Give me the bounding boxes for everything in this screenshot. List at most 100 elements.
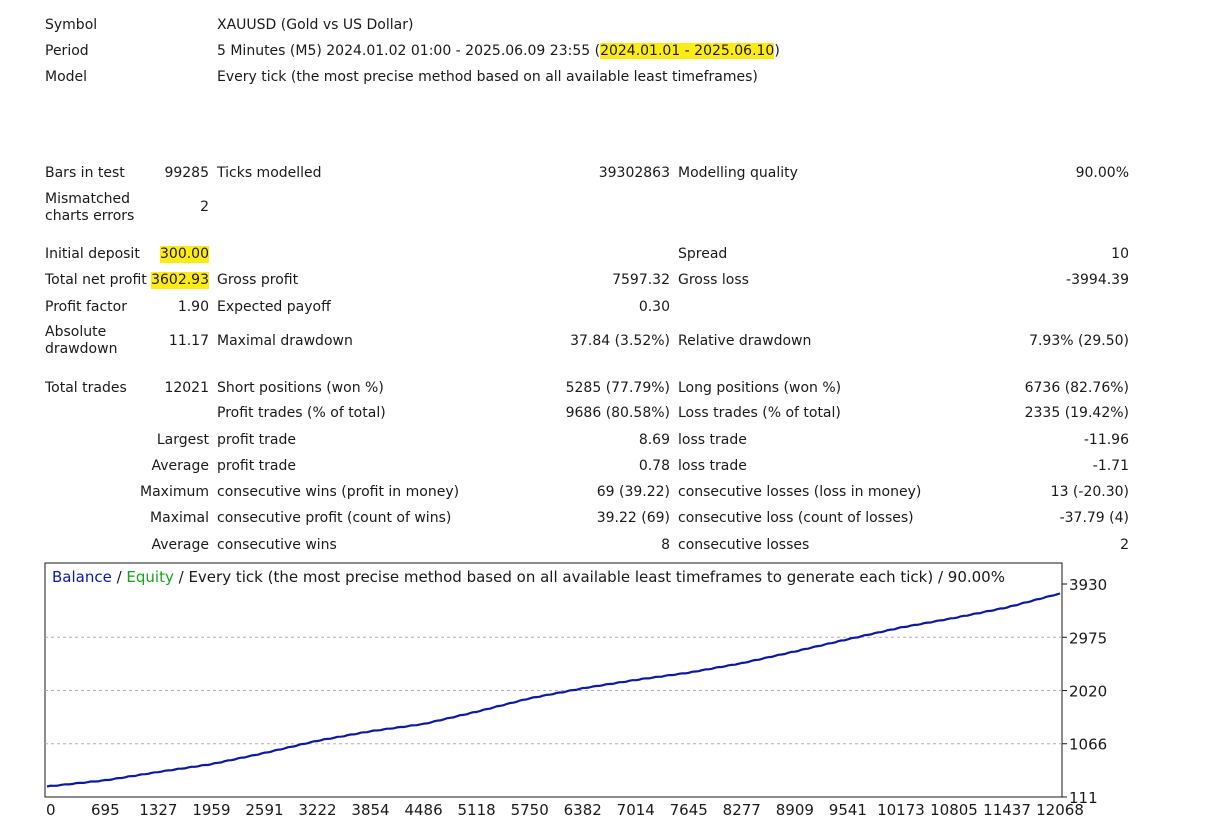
netprofit-label: Total net profit (45, 272, 147, 288)
x-tick-label: 11437 (983, 801, 1031, 819)
maximal-label: Maximal (150, 510, 209, 526)
avg-wins-label: consecutive wins (217, 537, 337, 553)
x-tick-label: 3222 (298, 801, 336, 819)
payoff-value: 0.30 (638, 299, 670, 315)
x-tick-label: 5118 (458, 801, 496, 819)
period-value: 5 Minutes (M5) 2024.01.02 01:00 - 2025.0… (217, 43, 780, 60)
x-tick-label: 7645 (670, 801, 708, 819)
netprofit-value: 3602.93 (151, 272, 209, 289)
maximal-loss-label: consecutive loss (count of losses) (678, 510, 914, 526)
reldd-label: Relative drawdown (678, 333, 812, 349)
long-label: Long positions (won %) (678, 380, 842, 396)
mismatch-label: Mismatched charts errors (45, 191, 135, 224)
quality-label: Modelling quality (678, 165, 798, 181)
average-profit-label: profit trade (217, 458, 296, 474)
short-label: Short positions (won %) (217, 380, 384, 396)
avg-losses-value: 2 (1120, 537, 1129, 553)
max-wins-value: 69 (39.22) (596, 484, 670, 500)
largest-loss-value: -11.96 (1083, 432, 1129, 448)
profit-trades-value: 9686 (80.58%) (565, 405, 670, 421)
absdd-label: Absolute drawdown (45, 324, 118, 357)
period-close: ) (774, 43, 780, 59)
x-tick-label: 7014 (617, 801, 655, 819)
symbol-label: Symbol (45, 17, 98, 33)
grossprofit-label: Gross profit (217, 272, 299, 288)
chart-x-axis: 0 695 1327 1959 2591 3222 3854 4486 5118 5750 6382… (46, 801, 1084, 819)
symbol-value: XAUUSD (Gold vs US Dollar) (217, 17, 414, 33)
x-tick-label: 1959 (192, 801, 230, 819)
grossloss-value: -3994.39 (1066, 272, 1129, 288)
x-tick-label: 12068 (1036, 801, 1084, 819)
deposit-value: 300.00 (160, 246, 209, 263)
legend-separator: / (112, 568, 127, 586)
chart-y-axis: 3930 2975 2020 1066 111 (1062, 576, 1107, 807)
absdd-value: 11.17 (168, 333, 209, 349)
grossprofit-value: 7597.32 (612, 272, 670, 288)
x-tick-label: 5750 (511, 801, 549, 819)
x-tick-label: 2591 (245, 801, 283, 819)
x-tick-label: 695 (91, 801, 120, 819)
ticks-label: Ticks modelled (217, 165, 322, 181)
long-value: 6736 (82.76%) (1024, 380, 1129, 396)
profit-trades-label: Profit trades (% of total) (217, 405, 386, 421)
loss-trades-value: 2335 (19.42%) (1024, 405, 1129, 421)
maximal-profit-value: 39.22 (69) (596, 510, 670, 526)
period-highlight: 2024.01.01 - 2025.06.10 (600, 43, 775, 59)
x-tick-label: 0 (46, 801, 56, 819)
x-tick-label: 9541 (829, 801, 867, 819)
avg-consec-label: Average (151, 537, 210, 553)
maxdd-value: 37.84 (3.52%) (570, 333, 670, 349)
bars-label: Bars in test (45, 165, 125, 181)
spread-label: Spread (678, 246, 728, 262)
quality-value: 90.00% (1075, 165, 1129, 181)
max-losses-label: consecutive losses (loss in money) (678, 484, 922, 500)
x-tick-label: 10805 (930, 801, 978, 819)
reldd-value: 7.93% (29.50) (1029, 333, 1129, 349)
y-tick-label: 3930 (1069, 576, 1107, 594)
x-tick-label: 8277 (723, 801, 761, 819)
period-range: 5 Minutes (M5) 2024.01.02 01:00 - 2025.0… (217, 43, 601, 59)
average-loss-label: loss trade (678, 458, 747, 474)
balance-series-line (46, 592, 1061, 788)
chart-legend: Balance / Equity / Every tick (the most … (52, 568, 1005, 586)
maxdd-label: Maximal drawdown (217, 333, 353, 349)
x-tick-label: 3854 (351, 801, 389, 819)
model-label: Model (45, 69, 88, 85)
y-tick-label: 1066 (1069, 736, 1107, 754)
legend-equity: Equity (126, 568, 174, 586)
ticks-value: 39302863 (598, 165, 670, 181)
bars-value: 99285 (164, 165, 209, 181)
largest-profit-label: profit trade (217, 432, 296, 448)
spread-value: 10 (1111, 246, 1129, 262)
payoff-label: Expected payoff (217, 299, 331, 315)
period-label: Period (45, 43, 89, 59)
trades-value: 12021 (164, 380, 209, 396)
largest-label: Largest (156, 432, 209, 448)
loss-trades-label: Loss trades (% of total) (678, 405, 841, 421)
pf-label: Profit factor (45, 299, 127, 315)
avg-losses-label: consecutive losses (678, 537, 810, 553)
trades-label: Total trades (45, 380, 127, 396)
legend-balance: Balance (52, 568, 112, 586)
average-loss-value: -1.71 (1092, 458, 1129, 474)
chart-plot-area (44, 562, 1063, 798)
pf-value: 1.90 (177, 299, 209, 315)
maximal-profit-label: consecutive profit (count of wins) (217, 510, 452, 526)
maximal-loss-value: -37.79 (4) (1059, 510, 1129, 526)
max-wins-label: consecutive wins (profit in money) (217, 484, 460, 500)
short-value: 5285 (77.79%) (565, 380, 670, 396)
mismatch-value: 2 (200, 199, 209, 215)
largest-loss-label: loss trade (678, 432, 747, 448)
model-value: Every tick (the most precise method base… (217, 69, 758, 85)
avg-wins-value: 8 (661, 537, 670, 553)
grossloss-label: Gross loss (678, 272, 749, 288)
x-tick-label: 8909 (776, 801, 814, 819)
average-label: Average (151, 458, 210, 474)
chart-grid (45, 636, 1062, 745)
legend-description: / Every tick (the most precise method ba… (174, 568, 1005, 586)
average-profit-value: 0.78 (638, 458, 670, 474)
deposit-label: Initial deposit (45, 246, 140, 262)
y-tick-label: 2975 (1069, 629, 1107, 647)
y-tick-label: 2020 (1069, 683, 1107, 701)
